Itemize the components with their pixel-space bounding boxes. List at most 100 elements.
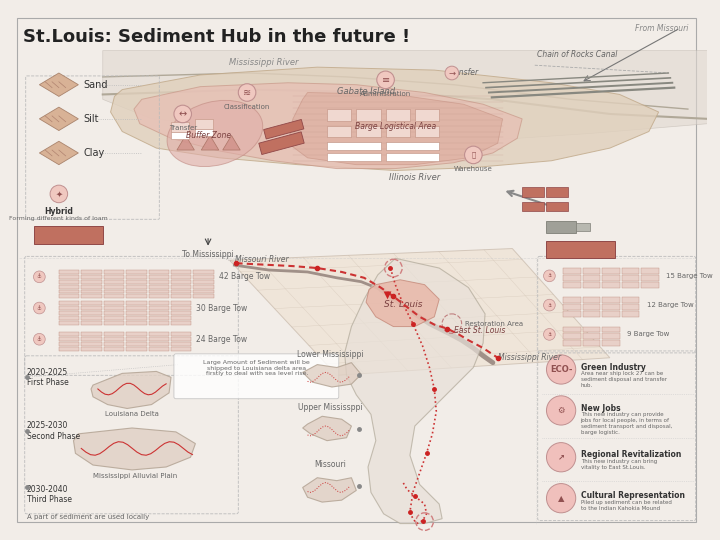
Text: This new industry can provide
jobs for local people, in terms of
sediment transp: This new industry can provide jobs for l… [580,413,672,435]
Bar [59,333,79,336]
Text: Missouri River: Missouri River [235,255,289,264]
Text: 30 Barge Tow: 30 Barge Tow [197,303,248,313]
Bar [81,342,102,346]
Bar [415,109,439,121]
Bar [126,301,147,305]
Bar [59,280,79,284]
Bar [59,285,79,288]
Text: ⚓: ⚓ [37,274,42,279]
Text: 2025-2030
Second Phase: 2025-2030 Second Phase [27,421,80,441]
Text: Large Amount of Sediment will be
shipped to Louisiana delta area
firstly to deal: Large Amount of Sediment will be shipped… [204,360,310,376]
Circle shape [238,84,256,102]
Bar [522,202,544,212]
Bar [621,282,639,288]
Bar [582,304,600,310]
Text: Mississippi River: Mississippi River [498,353,561,362]
Bar [59,338,79,341]
Polygon shape [288,92,503,165]
Bar [171,294,192,298]
Text: Hybrid: Hybrid [45,207,73,215]
Bar [194,275,214,279]
Text: Piled up sediment can be related
to the Indian Kahokia Mound: Piled up sediment can be related to the … [580,500,672,511]
Bar [126,321,147,325]
Bar [148,311,169,315]
Text: ≡: ≡ [382,75,390,85]
Bar [126,342,147,346]
Polygon shape [302,478,356,502]
Text: ↗: ↗ [557,453,564,462]
Text: Sand: Sand [84,80,108,90]
Bar [563,333,580,339]
Bar [59,347,79,351]
Text: Forming different kinds of loam: Forming different kinds of loam [9,217,108,221]
Polygon shape [345,258,485,524]
Bar [576,223,590,231]
Bar [148,289,169,293]
Polygon shape [222,136,240,150]
Text: ▲: ▲ [558,494,564,503]
Bar [104,294,125,298]
Text: Mississippi Alluvial Plain: Mississippi Alluvial Plain [93,473,177,479]
Bar [621,311,639,317]
Bar [171,316,192,320]
Text: Lower Mississippi: Lower Mississippi [297,350,364,359]
Polygon shape [202,136,219,150]
Bar [171,285,192,288]
Bar [546,221,576,233]
Text: Louisiana Delta: Louisiana Delta [105,411,159,417]
Bar [415,126,439,137]
Circle shape [34,271,45,282]
Bar [104,311,125,315]
Bar [546,202,568,212]
Text: ECO-: ECO- [550,365,572,374]
Bar [171,289,192,293]
Bar [104,347,125,351]
Bar [546,187,568,197]
Text: 2030-2040
Third Phase: 2030-2040 Third Phase [27,484,72,504]
Bar [194,280,214,284]
Circle shape [34,302,45,314]
Bar [258,132,305,154]
Bar [59,289,79,293]
Bar [81,285,102,288]
Bar [195,129,213,137]
Text: Restoration Area: Restoration Area [464,321,523,327]
Bar [621,275,639,281]
Bar [81,289,102,293]
Text: ✦: ✦ [55,190,63,198]
Bar [148,342,169,346]
Bar [194,270,214,274]
Bar [582,340,600,346]
Bar [641,282,659,288]
Bar [104,306,125,310]
Text: ⬛: ⬛ [471,152,475,158]
Text: From Missouri: From Missouri [634,24,688,33]
Text: Area near ship lock 27 can be
sediment disposal and transfer
hub.: Area near ship lock 27 can be sediment d… [580,372,667,388]
Text: Transfer: Transfer [168,125,197,131]
Bar [563,311,580,317]
Bar [59,311,79,315]
Text: 9 Barge Tow: 9 Barge Tow [627,332,670,338]
Bar [148,294,169,298]
Bar [546,241,615,258]
Bar [602,282,620,288]
Bar [104,285,125,288]
Text: Gabate Island: Gabate Island [337,86,395,96]
Polygon shape [40,141,78,165]
Bar [81,316,102,320]
Text: Illinois River: Illinois River [390,173,441,183]
Bar [126,270,147,274]
Polygon shape [302,363,361,387]
Circle shape [34,333,45,345]
Text: Clay: Clay [84,148,104,158]
Bar [81,301,102,305]
Bar [81,338,102,341]
Bar [148,347,169,351]
FancyBboxPatch shape [174,354,338,399]
Text: Buffer Zone: Buffer Zone [186,131,230,140]
Bar [386,109,410,121]
Bar [148,301,169,305]
Circle shape [546,355,576,384]
Text: Chain of Rocks Canal: Chain of Rocks Canal [536,50,617,59]
Text: Upper Mississppi: Upper Mississppi [297,403,362,413]
